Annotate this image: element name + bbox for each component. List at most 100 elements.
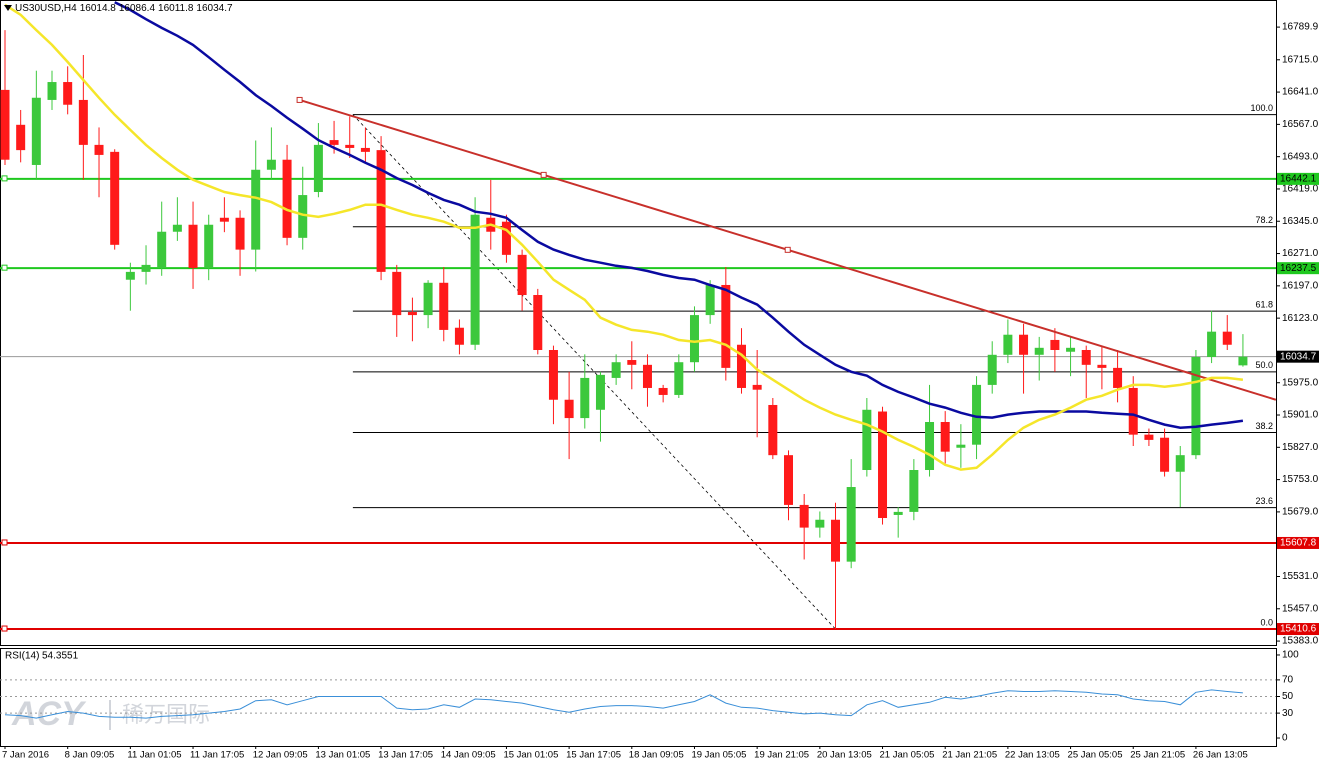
price-label-box	[1277, 350, 1319, 363]
rsi-line	[4, 689, 1243, 719]
candle-body	[1160, 437, 1170, 472]
candle-body	[564, 399, 574, 419]
candle-body	[1191, 356, 1201, 456]
level-label: 16237.5	[1280, 263, 1317, 274]
candle-body	[956, 444, 966, 448]
x-tick-label: 25 Jan 21:05	[1130, 750, 1185, 761]
level-handle	[1, 264, 8, 271]
fib-label: 0.0	[1260, 617, 1273, 627]
x-tick-label: 14 Jan 09:05	[441, 750, 496, 761]
candle-body	[517, 254, 527, 296]
x-tick-label: 8 Jan 09:05	[65, 750, 115, 761]
candle-body	[345, 144, 355, 148]
candle-body	[501, 221, 511, 255]
symbol: US30USD,H4	[15, 3, 77, 14]
trendline-handle	[784, 246, 791, 253]
x-tick-label: 7 Jan 2016	[2, 750, 49, 761]
candle-body	[329, 140, 339, 145]
level-label-box	[1277, 623, 1319, 636]
rsi-value: 54.3551	[42, 651, 79, 662]
moving-average	[114, 1, 1244, 429]
candle-body	[1003, 334, 1013, 355]
candle-body	[1081, 349, 1091, 365]
candle-body	[204, 224, 214, 268]
candle-body	[251, 169, 261, 250]
header: US30USD,H4 16014.8 16086.4 16011.8 16034.7	[4, 3, 236, 14]
rsi-tick-label: 70	[1282, 675, 1294, 686]
fib-label: 50.0	[1255, 360, 1273, 370]
level-label: 15607.8	[1280, 538, 1317, 549]
y-tick-label: 15753.0	[1282, 474, 1319, 485]
price-plot: 100.0 78.2 61.8 50.0 38.2 23.6 0.0	[0, 1, 1276, 631]
candle-body	[815, 519, 825, 528]
y-tick-label: 16197.0	[1282, 280, 1319, 291]
x-tick-label: 21 Jan 05:05	[880, 750, 935, 761]
header-close: 16034.7	[196, 3, 233, 14]
y-tick-label: 15679.0	[1282, 507, 1319, 518]
y-tick-label: 16493.0	[1282, 151, 1319, 162]
candle-body	[580, 377, 590, 419]
rsi-label: RSI(14)	[5, 651, 39, 662]
candle-body	[768, 404, 778, 456]
y-tick-label: 15901.0	[1282, 410, 1319, 421]
trendline-handle	[540, 171, 547, 178]
header-high: 16086.4	[118, 3, 156, 14]
x-tick-label: 19 Jan 05:05	[691, 750, 746, 761]
candle-body	[423, 282, 433, 316]
candle-body	[94, 144, 104, 155]
x-tick-label: 19 Jan 21:05	[754, 750, 809, 761]
x-tick-label: 15 Jan 01:05	[503, 750, 558, 761]
candle-body	[1128, 387, 1138, 435]
candle-body	[1175, 455, 1185, 472]
candle-body	[1238, 356, 1248, 366]
candle-body	[1050, 339, 1060, 350]
candle-body	[392, 271, 402, 316]
level-label-box	[1277, 262, 1319, 275]
rsi-panel	[0, 648, 1277, 747]
candle-body	[736, 344, 746, 388]
x-tick-label: 22 Jan 13:05	[1005, 750, 1060, 761]
candle-body	[125, 271, 135, 280]
candle-body	[1097, 364, 1107, 368]
y-tick-label: 16123.0	[1282, 313, 1319, 324]
candle-body	[642, 364, 652, 388]
level-handle	[1, 539, 8, 546]
y-tick-label: 16641.0	[1282, 87, 1319, 98]
candle-body	[1207, 331, 1217, 357]
candle-body	[784, 455, 793, 505]
menu-triangle	[4, 5, 12, 12]
header-low: 16011.8	[158, 3, 194, 14]
candle-body	[282, 159, 292, 238]
candle-body	[1034, 347, 1044, 355]
y-tick-label: 16271.0	[1282, 248, 1319, 259]
moving-average	[4, 3, 1244, 471]
candle-body	[1066, 347, 1076, 352]
level-label-box	[1277, 172, 1319, 185]
candle-body	[721, 284, 731, 368]
candle-body	[1019, 334, 1029, 355]
rsi-tick-label: 100	[1282, 650, 1299, 661]
candle-body	[909, 470, 919, 512]
y-tick-label: 15457.0	[1282, 603, 1319, 614]
candle-body	[846, 487, 856, 562]
x-tick-label: 26 Jan 13:05	[1193, 750, 1248, 761]
candle-body	[439, 282, 449, 330]
candle-body	[548, 349, 558, 400]
fib-label: 100.0	[1250, 103, 1273, 113]
axes: 16789.9 16715.0 16641.0 16567.0 16493.0 16419…	[1, 22, 1319, 761]
candle-body	[470, 214, 480, 345]
candle-body	[376, 150, 386, 272]
fib-label: 23.6	[1255, 496, 1273, 506]
fib-label: 61.8	[1255, 299, 1273, 309]
rsi-tick-label: 50	[1282, 691, 1294, 702]
candle-body	[627, 360, 637, 365]
y-tick-label: 15531.0	[1282, 571, 1319, 582]
candle-body	[862, 409, 872, 471]
candle-body	[172, 224, 182, 232]
level-handle	[1, 175, 8, 182]
candle-body	[266, 159, 276, 170]
candle-body	[799, 504, 809, 528]
candle-body	[752, 384, 762, 390]
level-label-box	[1277, 536, 1319, 549]
